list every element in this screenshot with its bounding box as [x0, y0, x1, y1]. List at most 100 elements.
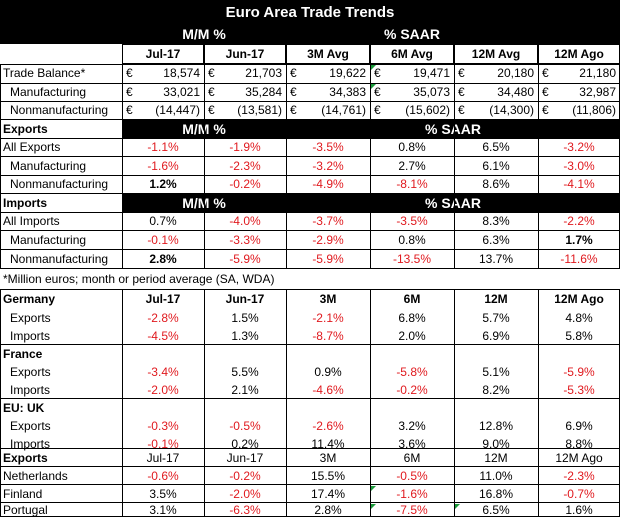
grid-hline	[0, 212, 620, 213]
grid-hline	[0, 83, 620, 84]
grid-vline	[0, 64, 1, 269]
country-col-header: Jun-17	[225, 292, 265, 306]
value-cell: -5.9%	[312, 252, 344, 266]
value-cell: -1.9%	[229, 140, 261, 154]
value-cell: 11.0%	[479, 469, 513, 483]
value-cell: 2.8%	[314, 503, 342, 517]
exports-country-row: Finland 3.5% -2.0% 17.4% -1.6% 16.8% -0.7%	[0, 485, 620, 503]
grid-vline	[204, 64, 205, 269]
value-cell: 0.8%	[398, 233, 426, 247]
balance-row: Manufacturing 33,021 € 35,284 € 34,383 € 35,073…	[0, 83, 620, 101]
grid-hline	[0, 230, 620, 231]
grid-vline	[538, 64, 539, 269]
grid-vline	[370, 64, 371, 269]
value-cell: -0.5%	[229, 419, 261, 433]
exports-country-row: Portugal 3.1% -6.3% 2.8% -7.5% 6.5% 1.6%	[0, 503, 620, 517]
value-cell: (15,602) €	[374, 103, 450, 117]
value-cell: 18,574 €	[126, 66, 200, 80]
imports-section-header: Imports M/M % % SAAR	[0, 194, 620, 212]
row-label: Imports	[10, 329, 51, 343]
value-cell: -2.0%	[147, 383, 179, 397]
currency-symbol: €	[208, 103, 215, 117]
row-label: Nonmanufacturing	[10, 177, 109, 191]
currency-symbol: €	[458, 103, 465, 117]
footnote-row: *Million euros; month or period average …	[0, 269, 620, 289]
value-cell: -1.6%	[147, 159, 179, 173]
header-mm: M/M %	[182, 26, 226, 42]
value-cell: -4.6%	[312, 383, 344, 397]
value-cell: -3.2%	[312, 159, 344, 173]
row-label: All Imports	[3, 214, 60, 228]
country-col-header: 12M Ago	[554, 292, 604, 306]
col-3m-avg: 3M Avg	[286, 44, 370, 64]
value-cell: -3.5%	[312, 140, 344, 154]
value-cell: -7.5%	[370, 503, 454, 517]
value-cell: (14,761) €	[290, 103, 366, 117]
value-cell: 8.3%	[482, 214, 510, 228]
exports-row: Nonmanufacturing 1.2% -0.2% -4.9% -8.1% 8.6% -…	[0, 175, 620, 193]
table-title: Euro Area Trade Trends	[225, 3, 395, 21]
value-cell: 3.6%	[398, 437, 426, 451]
country-header-row: Germany Jul-17 Jun-17 3M 6M 12M 12M Ago	[0, 290, 620, 308]
row-label: Netherlands	[3, 469, 68, 483]
grid-vline	[122, 289, 123, 516]
value-cell: -8.1%	[396, 177, 428, 191]
value-cell: -3.0%	[563, 159, 595, 173]
row-label: Manufacturing	[10, 233, 87, 247]
value-cell: 19,622 €	[290, 66, 366, 80]
grid-hline	[0, 466, 620, 467]
country-header-row: EU: UK	[0, 399, 620, 417]
currency-symbol: €	[542, 85, 549, 99]
value-cell: 15.5%	[310, 469, 346, 483]
balance-row: Trade Balance* 18,574 € 21,703 € 19,622 € 19,47…	[0, 64, 620, 82]
imports-row: Nonmanufacturing 2.8% -5.9% -5.9% -13.5% 13.7…	[0, 250, 620, 268]
grid-hline	[0, 398, 620, 399]
value-cell: -0.6%	[147, 469, 179, 483]
col-jul17: Jul-17	[122, 44, 204, 64]
value-cell: -2.3%	[229, 159, 261, 173]
value-cell: 0.7%	[149, 214, 177, 228]
ebc-col-3m: 3M	[319, 451, 337, 465]
currency-symbol: €	[374, 85, 381, 99]
row-label: Nonmanufacturing	[10, 252, 109, 266]
row-label: Portugal	[3, 503, 48, 517]
ebc-col-12m-ago: 12M Ago	[555, 451, 603, 465]
row-label: Manufacturing	[10, 85, 87, 99]
value-cell: -0.1%	[147, 437, 179, 451]
title-bar: Euro Area Trade Trends	[0, 0, 620, 24]
country-col-header: Jul-17	[145, 292, 181, 306]
value-cell: 20,180 €	[458, 66, 534, 80]
col-jun17: Jun-17	[204, 44, 286, 64]
value-cell: 1.7%	[565, 233, 593, 247]
currency-symbol: €	[290, 85, 297, 99]
grid-vline	[370, 289, 371, 516]
col-6m-avg: 6M Avg	[370, 44, 454, 64]
value-cell: 35,284 €	[208, 85, 282, 99]
balance-row: Nonmanufacturing (14,447) € (13,581) € (14,76…	[0, 101, 620, 119]
grid-hline	[0, 289, 620, 290]
value-cell: -3.5%	[396, 214, 428, 228]
row-label: All Exports	[3, 140, 61, 154]
value-cell: -2.8%	[147, 311, 179, 325]
value-cell: 8.2%	[482, 383, 510, 397]
value-cell: -2.6%	[312, 419, 344, 433]
value-cell: -2.2%	[563, 214, 595, 228]
value-cell: -8.7%	[312, 329, 344, 343]
value-cell: -2.0%	[229, 487, 261, 501]
value-cell: 6.5%	[454, 503, 538, 517]
grid-vline	[122, 64, 123, 269]
value-cell: 2.1%	[231, 383, 259, 397]
country-row: Imports -0.1% 0.2% 11.4% 3.6% 9.0% 8.8%	[0, 435, 620, 453]
footnote: *Million euros; month or period average …	[3, 272, 275, 286]
row-label: Imports	[10, 383, 51, 397]
value-cell: (11,806) €	[542, 103, 616, 117]
value-cell: -4.0%	[229, 214, 261, 228]
exports-saar-header: % SAAR	[286, 120, 620, 138]
value-cell: 1.2%	[149, 177, 177, 191]
value-cell: -1.6%	[370, 485, 454, 503]
grid-vline	[454, 289, 455, 516]
value-cell: -4.1%	[563, 177, 595, 191]
country-name: EU: UK	[3, 401, 45, 415]
value-cell: 33,021 €	[126, 85, 200, 99]
value-cell: 0.9%	[314, 365, 342, 379]
